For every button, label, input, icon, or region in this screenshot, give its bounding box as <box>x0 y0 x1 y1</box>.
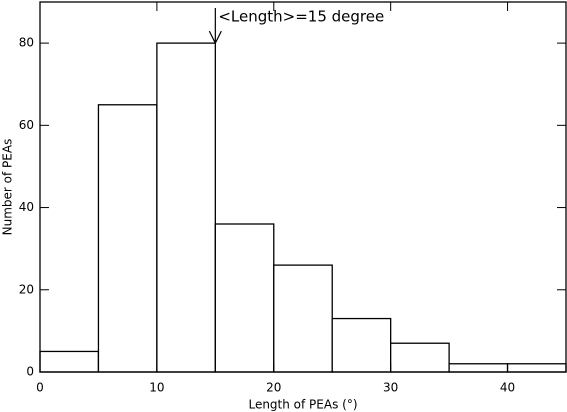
y-tick-label: 80 <box>19 36 34 50</box>
y-tick-label: 40 <box>19 200 34 214</box>
y-axis-label: Number of PEAs <box>1 139 15 236</box>
bar <box>273 264 333 373</box>
x-tick-label: 40 <box>500 381 515 395</box>
bar <box>156 42 216 373</box>
y-tick-label: 0 <box>26 365 34 379</box>
x-axis-label: Length of PEAs (°) <box>248 398 357 412</box>
x-tick-label: 20 <box>266 381 281 395</box>
bar <box>214 223 275 373</box>
bar <box>506 363 567 373</box>
annotation-text: <Length>=15 degree <box>218 8 384 26</box>
plot-frame <box>39 1 567 373</box>
bar <box>448 363 509 373</box>
x-tick-label: 30 <box>383 381 398 395</box>
y-tick-label: 20 <box>19 282 34 296</box>
annotation-arrow <box>208 8 222 45</box>
bar <box>390 342 450 373</box>
y-tick-label: 60 <box>19 118 34 132</box>
x-tick-label: 0 <box>36 381 44 395</box>
bar <box>39 350 100 373</box>
x-tick-label: 10 <box>149 381 164 395</box>
bar <box>331 317 392 373</box>
bar <box>97 104 158 373</box>
